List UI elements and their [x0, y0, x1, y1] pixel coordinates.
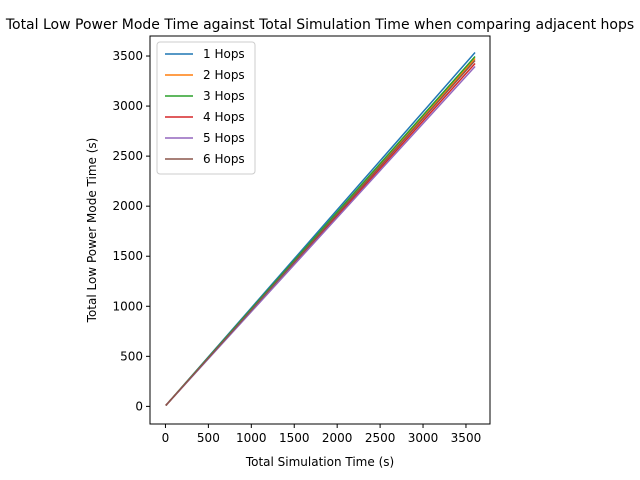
x-tick-label: 1500 [279, 431, 310, 445]
legend: 1 Hops 2 Hops 3 Hops 4 Hops 5 Hops 6 Hops [156, 41, 256, 175]
legend-label: 1 Hops [203, 47, 245, 61]
y-tick-label: 3000 [112, 99, 143, 113]
legend-label: 3 Hops [203, 89, 245, 103]
x-axis-ticks: 0 500 1000 1500 2000 2500 3000 3500 [162, 424, 482, 445]
legend-label: 5 Hops [203, 131, 245, 145]
y-tick-label: 500 [120, 349, 143, 363]
x-tick-label: 2000 [322, 431, 353, 445]
y-tick-label: 2000 [112, 199, 143, 213]
plot-frame [149, 35, 491, 425]
legend-label: 2 Hops [203, 68, 245, 82]
x-tick-label: 500 [197, 431, 220, 445]
x-tick-label: 0 [162, 431, 170, 445]
x-tick-label: 3500 [451, 431, 482, 445]
y-axis-ticks: 0 500 1000 1500 2000 2500 3000 3500 [112, 49, 150, 413]
series-line-6 [165, 59, 476, 406]
y-tick-label: 1500 [112, 249, 143, 263]
y-tick-label: 0 [135, 399, 143, 413]
legend-label: 6 Hops [203, 152, 245, 166]
y-tick-label: 2500 [112, 149, 143, 163]
x-axis-label: Total Simulation Time (s) [245, 455, 394, 469]
y-axis-label: Total Low Power Mode Time (s) [85, 138, 99, 324]
legend-label: 4 Hops [203, 110, 245, 124]
y-tick-label: 3500 [112, 49, 143, 63]
y-tick-label: 1000 [112, 299, 143, 313]
x-tick-label: 1000 [236, 431, 267, 445]
x-tick-label: 3000 [408, 431, 439, 445]
chart-title: Total Low Power Mode Time against Total … [5, 17, 634, 33]
plot-lines [165, 51, 476, 406]
x-tick-label: 2500 [365, 431, 396, 445]
